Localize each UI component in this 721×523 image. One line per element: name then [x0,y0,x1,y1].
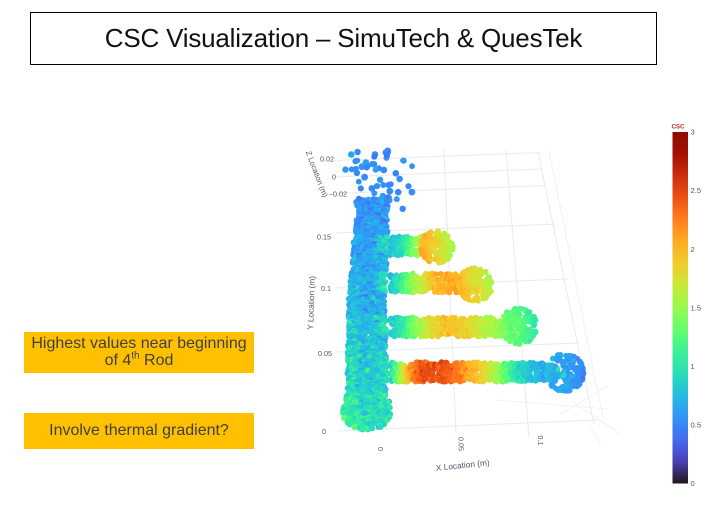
svg-text:3: 3 [691,128,695,137]
svg-text:0: 0 [691,479,695,488]
svg-text:−0.02: −0.02 [329,190,347,199]
svg-text:1: 1 [691,362,695,371]
svg-text:0.1: 0.1 [536,435,545,445]
svg-text:0.1: 0.1 [321,284,331,293]
svg-text:0.05: 0.05 [457,437,466,451]
svg-text:2: 2 [691,245,695,254]
svg-text:X Location (m): X Location (m) [435,457,490,473]
svg-text:0.05: 0.05 [318,349,332,358]
svg-text:0: 0 [322,427,326,436]
svg-text:1.5: 1.5 [691,303,702,312]
svg-text:2.5: 2.5 [691,186,702,195]
svg-text:0.5: 0.5 [691,421,702,430]
svg-text:CSC: CSC [671,124,685,131]
svg-text:0.02: 0.02 [320,155,334,164]
svg-text:Y Location (m): Y Location (m) [305,276,317,330]
svg-text:0: 0 [332,173,336,182]
svg-text:0: 0 [376,447,385,451]
svg-text:0.15: 0.15 [317,233,331,242]
